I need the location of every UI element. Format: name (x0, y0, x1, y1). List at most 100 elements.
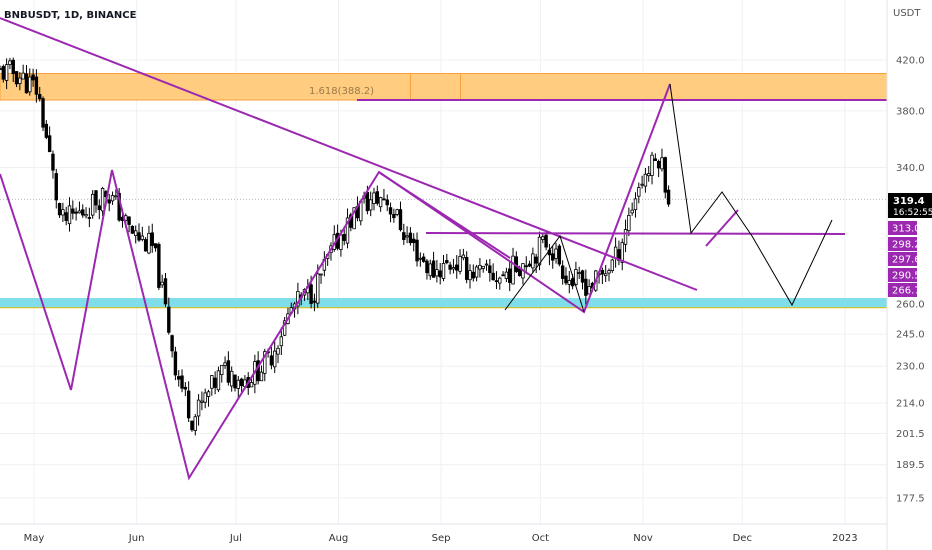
candle-body (263, 351, 267, 374)
candle-body (468, 270, 472, 281)
level-label: 266.7 (892, 286, 921, 297)
candle-body (87, 217, 92, 219)
candle-body (570, 278, 575, 287)
candle-body (448, 264, 452, 270)
candle-body (18, 77, 22, 84)
support-zone (0, 298, 887, 308)
resistance-zone (0, 72, 887, 101)
candle-body (276, 347, 280, 355)
candle-body (352, 207, 356, 230)
candle-body (57, 203, 62, 216)
candle-body (623, 229, 628, 245)
candle-body (34, 76, 39, 95)
candle-body (316, 273, 320, 304)
candle-body (153, 243, 158, 249)
level-label-bg (888, 268, 917, 282)
candle-body (557, 245, 562, 265)
price-projection-path (669, 83, 833, 307)
candle-body (127, 216, 131, 225)
candle-body (312, 300, 317, 303)
candle-body (173, 351, 178, 376)
candle-body (41, 98, 45, 128)
candle-body (580, 270, 585, 283)
candle-body (339, 234, 343, 250)
resistance-zone-divider (460, 73, 461, 101)
candle-body (508, 268, 512, 283)
candle-body (110, 195, 115, 202)
candle-body (236, 379, 241, 389)
candle-body (534, 256, 538, 264)
candle-body (269, 355, 274, 366)
candle-body (134, 230, 138, 236)
candle-body (77, 210, 82, 214)
candle-body (229, 370, 234, 387)
candle-body (4, 64, 9, 81)
time-tick-label: Jul (229, 533, 242, 544)
candle-body (385, 199, 389, 206)
candle-body (81, 209, 85, 216)
descending-trendline (0, 17, 698, 291)
candle-body (660, 157, 664, 170)
candle-body (650, 154, 654, 176)
candle-body (203, 392, 207, 403)
candle-body (637, 187, 641, 197)
candle-body (239, 378, 244, 387)
candle-body (44, 123, 49, 138)
candle-body (464, 256, 469, 280)
last-price-badge: 319.4 16:52:55 (888, 193, 932, 218)
candle-body (537, 236, 542, 266)
candle-body (378, 197, 383, 208)
candle-body (405, 235, 409, 238)
candle-body (107, 199, 111, 204)
candle-body (431, 260, 436, 278)
candle-body (11, 59, 15, 75)
level-label: 313.0 (892, 224, 921, 235)
price-tick-label: 380.0 (896, 106, 925, 117)
candle-body (541, 236, 545, 240)
candle-body (342, 234, 346, 241)
candle-body (167, 306, 171, 333)
candle-body (504, 271, 509, 279)
candle-body (412, 238, 416, 244)
candle-body (647, 173, 651, 177)
candle-body (666, 189, 671, 205)
candle-body (61, 209, 65, 216)
time-tick-label: Sep (432, 533, 451, 544)
candle-body (600, 269, 605, 275)
resistance-zone-divider (410, 73, 411, 101)
time-axis[interactable]: May Jun Jul Aug Sep Oct Nov Dec 2023 (24, 533, 858, 544)
candle-body (0, 68, 2, 70)
price-tick-label: 420.0 (896, 56, 925, 67)
price-tick-label: 201.5 (896, 429, 925, 440)
time-tick-label: 2023 (832, 533, 857, 544)
candle-body (137, 232, 141, 241)
candle-body (31, 74, 35, 81)
candle-body (461, 254, 466, 259)
price-tick-label: 340.0 (896, 163, 925, 174)
candle-body (392, 213, 396, 219)
last-price-value: 319.4 (893, 196, 925, 207)
candle-body (157, 243, 161, 288)
candle-body (14, 71, 19, 85)
triangle-trendline (379, 172, 511, 259)
level-label-bg (888, 237, 917, 251)
candle-body (170, 335, 174, 352)
candle-body (481, 265, 485, 269)
price-tick-label: 260.0 (896, 299, 925, 310)
candle-body (147, 232, 151, 254)
candle-body (484, 263, 489, 266)
candle-body (206, 391, 211, 397)
candle-body (51, 153, 55, 171)
candle-body (567, 280, 571, 285)
candle-body (564, 275, 568, 284)
price-axis[interactable]: USDT 420.0 380.0 340.0 260.0 245.0 230.0 214.0… (893, 8, 925, 505)
candle-body (223, 362, 227, 366)
candle-body (445, 260, 449, 264)
candle-body (421, 256, 426, 262)
candle-body (607, 270, 611, 274)
candle-body (28, 76, 32, 93)
candle-body (425, 260, 429, 274)
candle-body (233, 374, 237, 389)
chart-title: BNBUSDT, 1D, BINANCE (4, 10, 137, 21)
